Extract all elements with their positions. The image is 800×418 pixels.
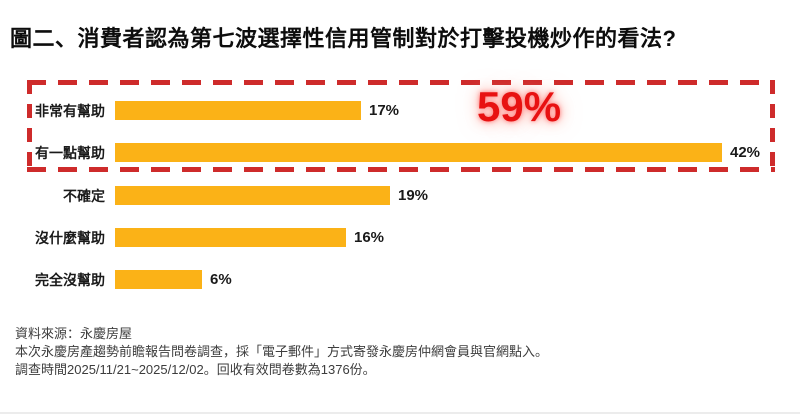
bar-row: 有一點幫助 42%	[0, 143, 800, 162]
source-note: 資料來源：永慶房屋 本次永慶房產趨勢前瞻報告問卷調查，採「電子郵件」方式寄發永慶…	[15, 325, 548, 379]
category-label: 沒什麼幫助	[35, 229, 105, 246]
bar-row: 完全沒幫助 6%	[0, 270, 800, 289]
bottom-divider	[0, 412, 800, 414]
bar-row: 非常有幫助 17%	[0, 101, 800, 120]
period-line: 調查時間2025/11/21~2025/12/02。回收有效問卷數為1376份。	[15, 362, 376, 377]
value-label: 6%	[210, 271, 232, 288]
category-label: 非常有幫助	[35, 102, 105, 119]
highlight-value: 59%	[477, 83, 562, 130]
category-label: 不確定	[63, 187, 105, 204]
bar	[115, 186, 390, 205]
bar	[115, 270, 202, 289]
value-label: 17%	[369, 102, 400, 119]
method-line: 本次永慶房產趨勢前瞻報告問卷調查，採「電子郵件」方式寄發永慶房仲網會員與官網點入…	[15, 344, 549, 359]
bar	[115, 143, 722, 162]
source-line: 資料來源：永慶房屋	[15, 326, 133, 341]
bar-chart: 59% 非常有幫助 17% 有一點幫助 42% 不確定 19% 沒什麼幫助 16% 完全沒幫助 6…	[0, 70, 800, 310]
value-label: 16%	[354, 229, 385, 246]
category-label: 完全沒幫助	[35, 271, 105, 288]
value-label: 42%	[730, 144, 761, 161]
value-label: 19%	[398, 187, 429, 204]
category-label: 有一點幫助	[35, 144, 105, 161]
bar-row: 沒什麼幫助 16%	[0, 228, 800, 247]
bar	[115, 228, 346, 247]
bar-row: 不確定 19%	[0, 186, 800, 205]
page-title: 圖二、消費者認為第七波選擇性信用管制對於打擊投機炒作的看法?	[10, 26, 677, 51]
bar	[115, 101, 361, 120]
